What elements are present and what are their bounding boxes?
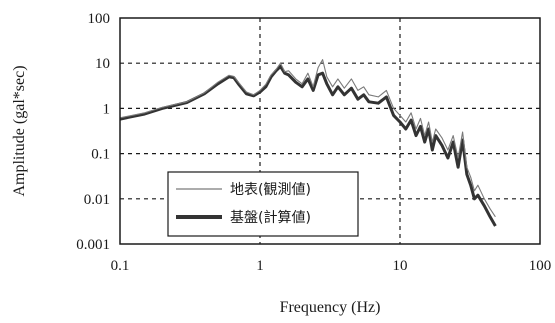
series-line-observed xyxy=(119,59,496,218)
y-tick-label: 1 xyxy=(103,101,111,117)
x-tick-label: 10 xyxy=(393,258,408,274)
series-lines xyxy=(119,59,497,227)
plot-frame xyxy=(119,17,541,245)
legend-box xyxy=(167,171,359,237)
y-tick-label: 10 xyxy=(95,56,110,72)
y-axis-label: Amplitude (gal*sec) xyxy=(11,65,28,196)
legend-label-computed: 基盤(計算値) xyxy=(230,209,311,226)
y-tick-label: 0.01 xyxy=(84,192,110,208)
y-tick-labels: 100 10 1 0.1 0.01 0.001 xyxy=(76,11,110,253)
legend-label-observed: 地表(観測値) xyxy=(230,181,311,198)
x-tick-label: 100 xyxy=(529,258,552,274)
x-tick-label: 0.1 xyxy=(111,258,130,274)
x-axis-label: Frequency (Hz) xyxy=(280,299,381,316)
y-tick-label: 0.001 xyxy=(76,237,110,253)
y-tick-label: 100 xyxy=(88,11,111,27)
x-tick-label: 1 xyxy=(256,258,264,274)
y-tick-label: 0.1 xyxy=(91,147,110,163)
x-tick-labels: 0.1 1 10 100 xyxy=(111,258,552,274)
series-line-computed xyxy=(119,64,497,227)
legend: 地表(観測値) 基盤(計算値) xyxy=(167,171,359,237)
